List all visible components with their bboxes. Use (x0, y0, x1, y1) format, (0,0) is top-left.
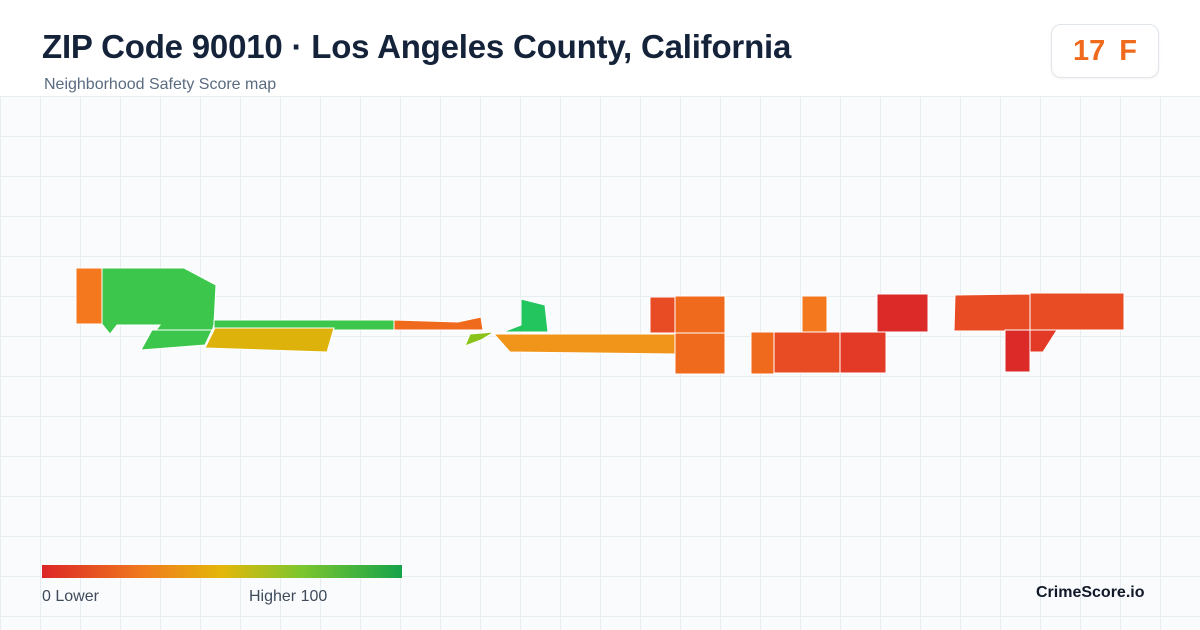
tract-shape[interactable] (1029, 292, 1125, 331)
tract-shape[interactable] (502, 298, 549, 333)
tract-shape[interactable] (839, 331, 887, 374)
map-area[interactable] (0, 96, 1200, 630)
tract-shape[interactable] (649, 296, 676, 334)
brand-logo-text: CrimeScore.io (1036, 584, 1145, 601)
tract-shape[interactable] (464, 331, 495, 347)
tract-shape[interactable] (773, 331, 841, 374)
page-subtitle: Neighborhood Safety Score map (44, 76, 277, 93)
score-grade: F (1119, 34, 1137, 67)
tract-shape[interactable] (674, 295, 726, 334)
page-title: ZIP Code 90010 · Los Angeles County, Cal… (42, 28, 792, 65)
tract-shape[interactable] (204, 327, 335, 353)
tract-shape[interactable] (876, 293, 929, 333)
tract-shape[interactable] (492, 333, 676, 355)
tract-shape[interactable] (393, 316, 484, 331)
tract-shape[interactable] (1029, 329, 1058, 353)
tract-shape[interactable] (140, 329, 213, 351)
tract-shape[interactable] (1004, 329, 1031, 373)
legend-max-label: Higher 100 (249, 588, 328, 605)
tract-shape[interactable] (750, 331, 775, 375)
tract-shape[interactable] (801, 295, 828, 333)
legend-gradient-bar (42, 565, 402, 578)
score-value: 17 (1073, 34, 1106, 67)
tract-shape[interactable] (953, 293, 1031, 332)
score-badge: 17 F (1051, 24, 1159, 78)
tract-shape[interactable] (674, 332, 726, 375)
legend-min-label: 0 Lower (42, 588, 99, 605)
tract-shape[interactable] (75, 267, 103, 325)
